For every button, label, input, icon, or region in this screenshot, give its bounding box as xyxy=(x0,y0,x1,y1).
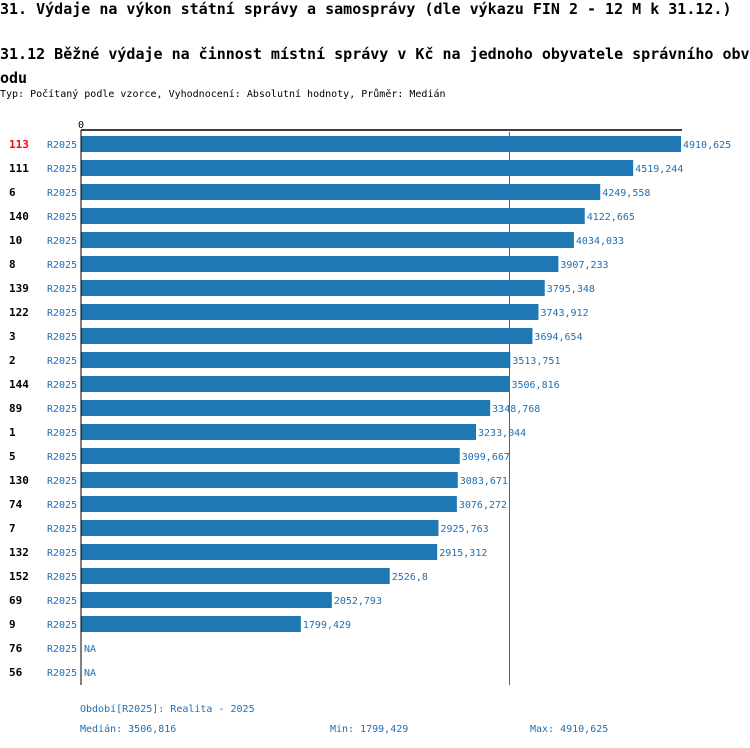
row-period-label: R2025 xyxy=(47,164,77,175)
row-period-label: R2025 xyxy=(47,404,77,415)
bar-value-label: 4910,625 xyxy=(683,140,731,151)
footer-min: Min: 1799,429 xyxy=(330,724,409,735)
row-period-label: R2025 xyxy=(47,572,77,583)
bar xyxy=(81,616,301,632)
bar-value-label: NA xyxy=(84,668,96,679)
row-id-label: 7 xyxy=(9,522,16,535)
bar-value-label: 3506,816 xyxy=(511,380,559,391)
bar-value-label: 2052,793 xyxy=(334,596,382,607)
bar-value-label: 4122,665 xyxy=(587,212,635,223)
row-id-label: 113 xyxy=(9,138,29,151)
row-period-label: R2025 xyxy=(47,524,77,535)
row-id-label: 76 xyxy=(9,642,23,655)
bar xyxy=(81,520,439,536)
page-title: 31. Výdaje na výkon státní správy a samo… xyxy=(0,0,732,18)
bar xyxy=(81,304,539,320)
row-id-label: 9 xyxy=(9,618,16,631)
row-id-label: 3 xyxy=(9,330,16,343)
bar-value-label: 3513,751 xyxy=(512,356,560,367)
row-period-label: R2025 xyxy=(47,284,77,295)
bar-value-label: 3694,654 xyxy=(534,332,582,343)
bar-value-label: 3233,044 xyxy=(478,428,526,439)
row-period-label: R2025 xyxy=(47,356,77,367)
row-id-label: 5 xyxy=(9,450,16,463)
bar xyxy=(81,136,681,152)
row-id-label: 6 xyxy=(9,186,16,199)
bar xyxy=(81,424,477,440)
bar-value-label: NA xyxy=(84,644,96,655)
row-period-label: R2025 xyxy=(47,428,77,439)
bar xyxy=(81,232,574,248)
bar xyxy=(81,280,545,296)
bar-value-label: 3795,348 xyxy=(547,284,595,295)
row-period-label: R2025 xyxy=(47,668,77,679)
row-period-label: R2025 xyxy=(47,308,77,319)
bar xyxy=(81,472,458,488)
row-id-label: 8 xyxy=(9,258,16,271)
row-period-label: R2025 xyxy=(47,644,77,655)
bar xyxy=(81,208,585,224)
row-period-label: R2025 xyxy=(47,380,77,391)
row-id-label: 56 xyxy=(9,666,23,679)
bar-value-label: 4519,244 xyxy=(635,164,683,175)
row-id-label: 89 xyxy=(9,402,22,415)
bar xyxy=(81,568,390,584)
row-period-label: R2025 xyxy=(47,620,77,631)
bar-value-label: 3099,667 xyxy=(462,452,510,463)
bar-value-label: 2925,763 xyxy=(440,524,488,535)
bar xyxy=(81,328,533,344)
axis-zero-label: 0 xyxy=(78,120,84,131)
bar xyxy=(81,184,601,200)
bar xyxy=(81,544,438,560)
bar-value-label: 4249,558 xyxy=(602,188,650,199)
row-period-label: R2025 xyxy=(47,476,77,487)
bar-value-label: 2915,312 xyxy=(439,548,487,559)
row-period-label: R2025 xyxy=(47,140,77,151)
row-id-label: 132 xyxy=(9,546,29,559)
row-period-label: R2025 xyxy=(47,212,77,223)
bar xyxy=(81,448,460,464)
row-period-label: R2025 xyxy=(47,548,77,559)
bar xyxy=(81,376,510,392)
bar xyxy=(81,496,457,512)
chart-subtitle: 31.12 Běžné výdaje na činnost místní spr… xyxy=(0,45,750,87)
bar xyxy=(81,256,559,272)
row-period-label: R2025 xyxy=(47,500,77,511)
row-id-label: 140 xyxy=(9,210,29,223)
row-id-label: 111 xyxy=(9,162,29,175)
row-id-label: 2 xyxy=(9,354,16,367)
row-period-label: R2025 xyxy=(47,260,77,271)
row-id-label: 152 xyxy=(9,570,29,583)
footer-max: Max: 4910,625 xyxy=(530,724,609,735)
bar-value-label: 4034,033 xyxy=(576,236,624,247)
row-period-label: R2025 xyxy=(47,596,77,607)
bar xyxy=(81,160,634,176)
bar-value-label: 3743,912 xyxy=(540,308,588,319)
bar-value-label: 3907,233 xyxy=(560,260,608,271)
row-id-label: 1 xyxy=(9,426,16,439)
bar-value-label: 1799,429 xyxy=(303,620,351,631)
row-id-label: 122 xyxy=(9,306,29,319)
bar-value-label: 3083,671 xyxy=(460,476,508,487)
type-line: Typ: Počítaný podle vzorce, Vyhodnocení:… xyxy=(0,89,446,100)
row-id-label: 74 xyxy=(9,498,23,511)
bar-value-label: 2526,8 xyxy=(392,572,428,583)
footer-median: Medián: 3506,816 xyxy=(80,724,177,735)
row-period-label: R2025 xyxy=(47,332,77,343)
row-id-label: 69 xyxy=(9,594,22,607)
row-id-label: 139 xyxy=(9,282,29,295)
row-period-label: R2025 xyxy=(47,188,77,199)
row-id-label: 10 xyxy=(9,234,22,247)
footer-period: Období[R2025]: Realita - 2025 xyxy=(80,704,255,715)
row-id-label: 144 xyxy=(9,378,29,391)
bar-value-label: 3348,768 xyxy=(492,404,540,415)
bar xyxy=(81,592,332,608)
row-id-label: 130 xyxy=(9,474,29,487)
row-period-label: R2025 xyxy=(47,452,77,463)
row-period-label: R2025 xyxy=(47,236,77,247)
bar xyxy=(81,400,491,416)
bar xyxy=(81,352,511,368)
bar-value-label: 3076,272 xyxy=(459,500,507,511)
